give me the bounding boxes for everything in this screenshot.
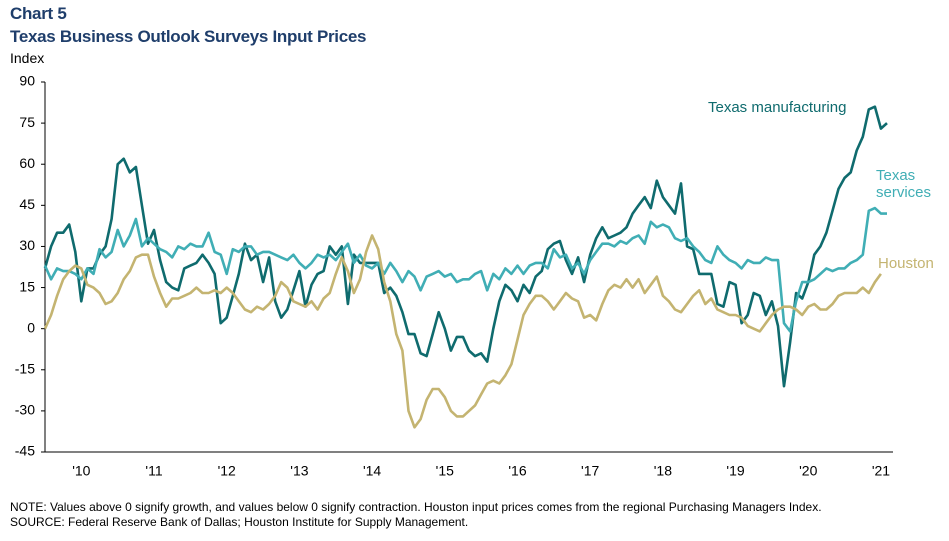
y-tick-label: -30: [15, 402, 35, 418]
note: NOTE: Values above 0 signify growth, and…: [10, 500, 822, 514]
x-tick-label: '10: [72, 463, 90, 479]
y-tick-label: 0: [27, 319, 35, 335]
y-tick-label: 90: [19, 73, 35, 89]
chart-title: Chart 5: [10, 4, 67, 23]
x-tick-label: '18: [654, 463, 672, 479]
x-tick-label: '16: [508, 463, 526, 479]
x-tick-label: '21: [872, 463, 890, 479]
x-tick-label: '11: [145, 463, 162, 479]
x-tick-label: '19: [726, 463, 744, 479]
y-tick-label: 45: [19, 196, 35, 212]
y-tick-label: -15: [15, 360, 35, 376]
series-label: Houston: [878, 255, 934, 272]
y-axis-label: Index: [10, 50, 45, 66]
x-tick-label: '15: [436, 463, 454, 479]
series-line: [43, 234, 882, 429]
x-tick-label: '13: [290, 463, 308, 479]
x-tick-label: '17: [581, 463, 599, 479]
x-tick-label: '12: [218, 463, 236, 479]
y-tick-label: 15: [19, 278, 35, 294]
y-tick-label: -45: [15, 443, 35, 459]
x-tick-label: '14: [363, 463, 381, 479]
series-label: Texas services: [876, 167, 932, 201]
series-line: [43, 105, 888, 388]
y-tick-label: 60: [19, 155, 35, 171]
source: SOURCE: Federal Reserve Bank of Dallas; …: [10, 515, 469, 529]
y-tick-label: 75: [19, 114, 35, 130]
series-line: [43, 206, 887, 333]
chart-subtitle: Texas Business Outlook Surveys Input Pri…: [10, 27, 367, 46]
x-tick-label: '20: [799, 463, 817, 479]
y-tick-label: 30: [19, 237, 35, 253]
series-label: Texas manufacturing: [708, 99, 847, 116]
